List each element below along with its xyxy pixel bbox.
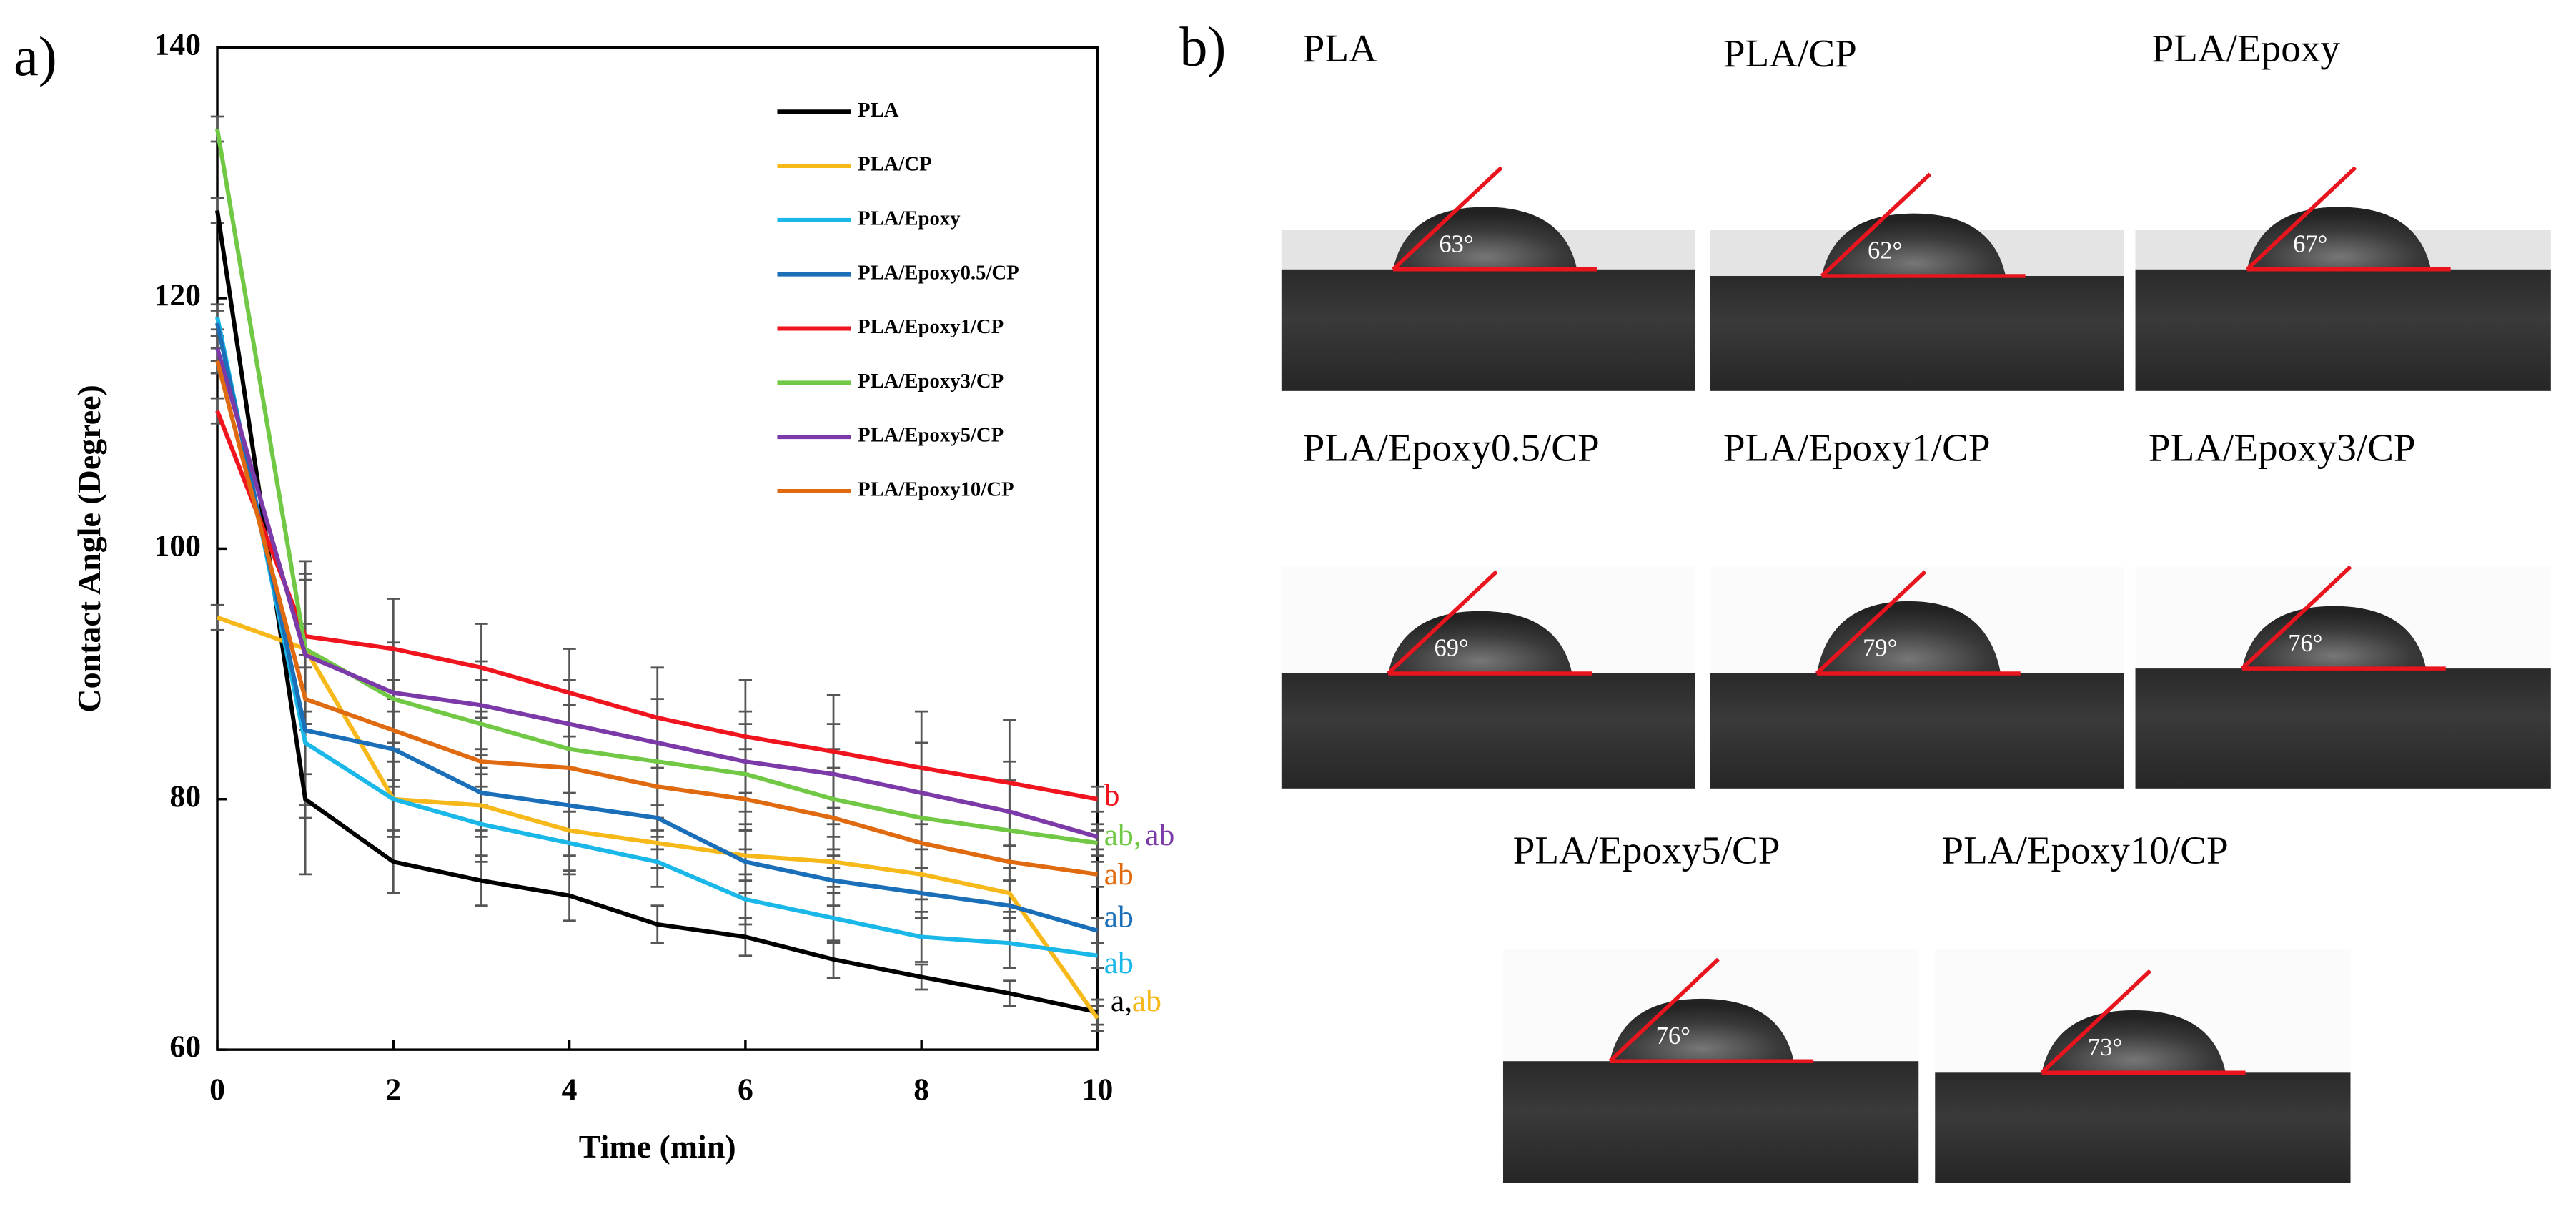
image-title: PLA/Epoxy3/CP bbox=[2149, 425, 2416, 469]
tangent bbox=[1392, 166, 1503, 271]
droplet bbox=[2041, 1010, 2226, 1073]
x-tick-label: 10 bbox=[1082, 1072, 1114, 1107]
significance-label: ab bbox=[1132, 984, 1161, 1018]
droplet-photo: 63° bbox=[1281, 166, 1695, 391]
droplet bbox=[2241, 606, 2427, 669]
significance-label: ab bbox=[1104, 857, 1134, 892]
significance-label: ab bbox=[1104, 900, 1134, 934]
substrate bbox=[1710, 275, 2124, 391]
image-title: PLA/Epoxy10/CP bbox=[1941, 828, 2228, 872]
x-tick-label: 0 bbox=[209, 1072, 225, 1107]
tangent bbox=[1608, 957, 1720, 1063]
droplet bbox=[1610, 998, 1794, 1062]
substrate bbox=[1710, 673, 2124, 789]
droplet-photo: 69° bbox=[1281, 566, 1695, 789]
legend-label: PLA/Epoxy3/CP bbox=[858, 370, 1004, 393]
droplet bbox=[1393, 207, 1577, 270]
droplet bbox=[1816, 601, 2001, 673]
series-line bbox=[215, 347, 1099, 839]
legend-label: PLA/Epoxy bbox=[858, 207, 961, 230]
significance-label: ab bbox=[1145, 818, 1174, 852]
tangent bbox=[1820, 172, 1932, 277]
legend-label: PLA/CP bbox=[858, 153, 932, 176]
angle-label: 67° bbox=[2293, 231, 2327, 258]
image-title: PLA/Epoxy5/CP bbox=[1513, 828, 1780, 872]
panel-label: a) bbox=[14, 25, 57, 87]
angle-label: 73° bbox=[2088, 1034, 2122, 1061]
panel-label: b) bbox=[1179, 15, 1226, 77]
x-tick-label: 2 bbox=[385, 1072, 401, 1107]
tangent bbox=[2240, 565, 2352, 671]
droplet-photo: 73° bbox=[1935, 949, 2351, 1183]
droplet bbox=[1388, 611, 1572, 673]
image-title: PLA/Epoxy0.5/CP bbox=[1303, 425, 1600, 469]
droplet-photo: 62° bbox=[1710, 172, 2124, 391]
y-axis-label: Contact Angle (Degree) bbox=[71, 385, 107, 712]
x-tick-label: 8 bbox=[913, 1072, 929, 1107]
droplet-photo: 76° bbox=[2135, 565, 2551, 789]
image-title: PLA bbox=[1303, 26, 1377, 70]
droplet bbox=[1821, 213, 2006, 276]
legend-label: PLA/Epoxy1/CP bbox=[858, 315, 1004, 338]
tangent bbox=[1815, 570, 1927, 676]
series-line bbox=[215, 360, 1098, 877]
legend-label: PLA/Epoxy10/CP bbox=[858, 478, 1014, 501]
angle-label: 76° bbox=[1656, 1022, 1690, 1050]
angle-label: 69° bbox=[1434, 635, 1468, 662]
legend-label: PLA/Epoxy0.5/CP bbox=[858, 261, 1019, 284]
angle-label: 76° bbox=[2288, 630, 2322, 657]
significance-label: a, bbox=[1111, 984, 1132, 1018]
y-tick-label: 140 bbox=[154, 28, 201, 62]
y-tick-label: 100 bbox=[154, 528, 201, 563]
angle-label: 62° bbox=[1868, 237, 1902, 265]
tangent bbox=[2245, 166, 2357, 271]
x-axis-label: Time (min) bbox=[579, 1128, 736, 1165]
droplet-photo: 79° bbox=[1710, 566, 2124, 789]
significance-label: b bbox=[1104, 779, 1120, 813]
y-tick-label: 80 bbox=[169, 779, 201, 814]
image-title: PLA/CP bbox=[1723, 31, 1857, 75]
substrate bbox=[1281, 269, 1695, 391]
y-tick-label: 120 bbox=[154, 278, 201, 312]
substrate bbox=[1502, 1061, 1919, 1183]
legend-label: PLA/Epoxy5/CP bbox=[858, 424, 1004, 447]
significance-label: ab, bbox=[1104, 818, 1141, 852]
tangent bbox=[1387, 570, 1498, 676]
substrate bbox=[1935, 1072, 2351, 1183]
series-line bbox=[215, 209, 1099, 1015]
x-tick-label: 6 bbox=[738, 1072, 753, 1107]
droplet bbox=[2246, 207, 2432, 270]
substrate bbox=[2135, 269, 2551, 391]
y-tick-label: 60 bbox=[169, 1030, 201, 1064]
image-title: PLA/Epoxy bbox=[2152, 26, 2341, 70]
series-line bbox=[215, 410, 1099, 801]
legend-label: PLA bbox=[858, 99, 899, 122]
droplet-photo: 67° bbox=[2135, 166, 2551, 391]
tangent bbox=[2040, 969, 2152, 1075]
droplet-photo: 76° bbox=[1502, 949, 1919, 1183]
substrate bbox=[1281, 673, 1695, 789]
series-line bbox=[215, 316, 1098, 958]
substrate bbox=[2135, 668, 2551, 789]
significance-label: ab bbox=[1104, 946, 1134, 980]
x-tick-label: 4 bbox=[562, 1072, 578, 1107]
image-title: PLA/Epoxy1/CP bbox=[1723, 425, 1991, 469]
angle-label: 63° bbox=[1439, 231, 1473, 258]
angle-label: 79° bbox=[1863, 635, 1897, 662]
series-line bbox=[216, 615, 1099, 1020]
series-line bbox=[215, 322, 1099, 933]
